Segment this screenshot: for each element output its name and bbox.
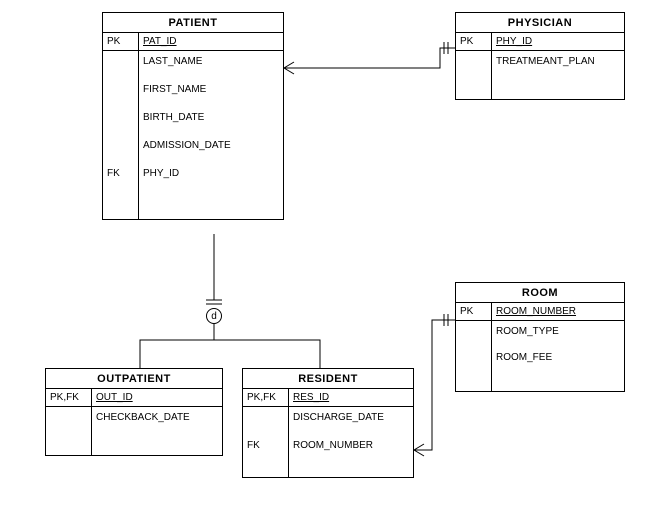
entity-resident: RESIDENT PK,FK RES_ID FK DISCHARGE_DATE … — [242, 368, 414, 478]
attr-cell: BIRTH_DATE — [139, 107, 283, 135]
attr-cell: ROOM_FEE — [492, 347, 624, 373]
entity-body: FK DISCHARGE_DATE ROOM_NUMBER — [243, 407, 413, 477]
pk-row: PK,FK RES_ID — [243, 389, 413, 407]
attr-cell: FIRST_NAME — [139, 79, 283, 107]
attr-cell: ROOM_TYPE — [492, 321, 624, 347]
pk-row: PK PHY_ID — [456, 33, 624, 51]
entity-room: ROOM PK ROOM_NUMBER ROOM_TYPE ROOM_FEE — [455, 282, 625, 392]
attr-col: TREATMEANT_PLAN — [492, 51, 624, 99]
pk-key: PK — [103, 33, 139, 50]
pk-attr: ROOM_NUMBER — [492, 303, 624, 320]
entity-body: FK LAST_NAME FIRST_NAME BIRTH_DATE ADMIS… — [103, 51, 283, 219]
entity-body: TREATMEANT_PLAN — [456, 51, 624, 99]
key-cell — [103, 79, 139, 107]
attr-cell: ROOM_NUMBER — [289, 435, 413, 463]
tick-room — [444, 314, 448, 326]
pk-attr: PAT_ID — [139, 33, 283, 50]
pk-row: PK,FK OUT_ID — [46, 389, 222, 407]
edge-patient-physician — [284, 48, 455, 68]
pk-row: PK ROOM_NUMBER — [456, 303, 624, 321]
entity-title: OUTPATIENT — [46, 369, 222, 389]
pk-row: PK PAT_ID — [103, 33, 283, 51]
attr-cell: PHY_ID — [139, 163, 283, 191]
entity-patient: PATIENT PK PAT_ID FK LAST_NAME FIRST_NAM… — [102, 12, 284, 220]
attr-col: DISCHARGE_DATE ROOM_NUMBER — [289, 407, 413, 477]
pk-key: PK — [456, 33, 492, 50]
attr-cell: CHECKBACK_DATE — [92, 407, 222, 428]
pk-key: PK,FK — [243, 389, 289, 406]
key-col — [456, 321, 492, 391]
key-cell: FK — [243, 435, 289, 463]
pk-key: PK — [456, 303, 492, 320]
pk-attr: OUT_ID — [92, 389, 222, 406]
entity-outpatient: OUTPATIENT PK,FK OUT_ID CHECKBACK_DATE — [45, 368, 223, 456]
attr-col: CHECKBACK_DATE — [92, 407, 222, 455]
key-cell — [243, 407, 289, 435]
key-col: FK — [103, 51, 139, 219]
discriminator-symbol: d — [206, 308, 222, 324]
pk-key: PK,FK — [46, 389, 92, 406]
entity-title: PATIENT — [103, 13, 283, 33]
key-cell — [103, 135, 139, 163]
key-cell — [456, 347, 492, 373]
entity-body: CHECKBACK_DATE — [46, 407, 222, 455]
er-canvas: PATIENT PK PAT_ID FK LAST_NAME FIRST_NAM… — [0, 0, 651, 511]
crowfoot-patient-physician — [284, 62, 294, 74]
attr-col: LAST_NAME FIRST_NAME BIRTH_DATE ADMISSIO… — [139, 51, 283, 219]
edge-resident-room — [414, 320, 455, 450]
entity-body: ROOM_TYPE ROOM_FEE — [456, 321, 624, 391]
key-col — [456, 51, 492, 99]
key-cell: FK — [103, 163, 139, 191]
overlap-bars — [206, 300, 222, 304]
pk-attr: PHY_ID — [492, 33, 624, 50]
attr-cell: DISCHARGE_DATE — [289, 407, 413, 435]
entity-title: PHYSICIAN — [456, 13, 624, 33]
edge-d-children — [140, 324, 320, 368]
attr-col: ROOM_TYPE ROOM_FEE — [492, 321, 624, 391]
key-cell — [103, 51, 139, 79]
entity-physician: PHYSICIAN PK PHY_ID TREATMEANT_PLAN — [455, 12, 625, 100]
key-cell — [103, 107, 139, 135]
key-cell — [456, 321, 492, 347]
attr-cell: LAST_NAME — [139, 51, 283, 79]
attr-cell: ADMISSION_DATE — [139, 135, 283, 163]
key-cell — [46, 407, 92, 417]
key-col — [46, 407, 92, 455]
key-col: FK — [243, 407, 289, 477]
crowfoot-resident-room — [414, 444, 424, 456]
attr-cell: TREATMEANT_PLAN — [492, 51, 624, 72]
key-cell — [456, 51, 492, 61]
pk-attr: RES_ID — [289, 389, 413, 406]
entity-title: ROOM — [456, 283, 624, 303]
tick-physician — [444, 42, 448, 54]
entity-title: RESIDENT — [243, 369, 413, 389]
